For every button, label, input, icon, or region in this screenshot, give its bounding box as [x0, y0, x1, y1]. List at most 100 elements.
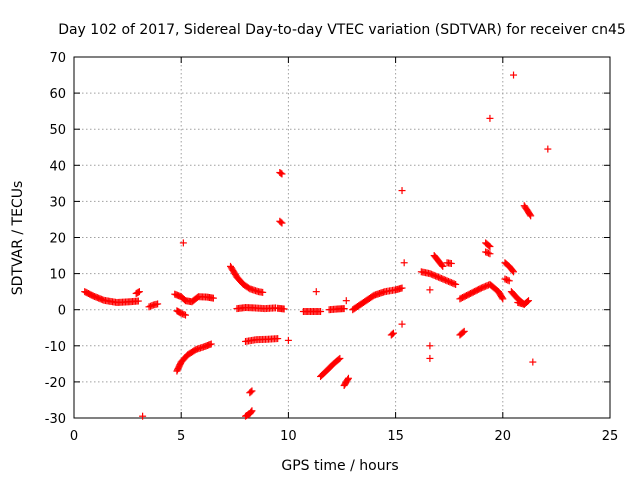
- data-point: [526, 211, 534, 219]
- data-point: [523, 298, 531, 306]
- data-segment: [482, 239, 494, 251]
- y-tick-label: 10: [49, 268, 66, 283]
- data-point: [179, 239, 187, 247]
- data-point: [398, 284, 406, 292]
- data-point: [486, 114, 494, 122]
- data-point: [209, 294, 217, 302]
- data-point: [344, 374, 352, 382]
- data-segment: [417, 268, 460, 288]
- data-point: [485, 242, 493, 250]
- data-point: [277, 169, 285, 177]
- data-point: [317, 308, 325, 316]
- data-point: [459, 328, 467, 336]
- data-point: [312, 288, 320, 296]
- data-segment: [233, 304, 280, 313]
- data-segment: [242, 335, 282, 345]
- data-point: [447, 259, 455, 267]
- data-segment: [443, 259, 455, 267]
- data-segment: [349, 284, 406, 314]
- data-point: [134, 297, 142, 305]
- data-segment: [246, 387, 256, 397]
- data-segment: [132, 288, 143, 297]
- data-point: [398, 187, 406, 195]
- data-point: [504, 276, 512, 284]
- data-point: [509, 267, 517, 275]
- data-segment: [387, 329, 397, 339]
- data-point: [527, 212, 535, 220]
- data-point: [388, 330, 396, 338]
- data-segment: [317, 354, 344, 380]
- data-points: [81, 71, 552, 420]
- data-point: [180, 311, 188, 319]
- data-segment: [514, 297, 533, 308]
- data-point: [154, 300, 162, 308]
- data-point: [335, 355, 343, 363]
- y-tick-label: 30: [49, 195, 66, 210]
- data-point: [544, 145, 552, 153]
- data-segment: [81, 288, 142, 306]
- data-segment: [325, 305, 348, 314]
- data-point: [400, 259, 408, 267]
- data-point: [450, 280, 458, 288]
- data-point: [426, 342, 434, 350]
- data-point: [525, 297, 533, 305]
- data-segment: [171, 290, 217, 306]
- data-segment: [501, 259, 518, 276]
- data-segment: [274, 304, 288, 313]
- data-point: [529, 358, 537, 366]
- data-point: [426, 354, 434, 362]
- data-point: [247, 408, 255, 416]
- data-segment: [242, 407, 256, 420]
- data-point: [439, 262, 447, 270]
- data-point: [135, 288, 143, 296]
- data-point: [426, 286, 434, 294]
- data-point: [344, 375, 352, 383]
- data-point: [485, 249, 493, 257]
- y-tick-label: 70: [49, 51, 66, 66]
- data-segment: [173, 307, 189, 319]
- data-point: [342, 297, 350, 305]
- data-segment: [482, 248, 494, 258]
- data-segment: [456, 280, 507, 303]
- data-point: [510, 71, 518, 79]
- data-segment: [227, 262, 267, 296]
- data-point: [207, 340, 215, 348]
- x-tick-label: 5: [177, 429, 185, 444]
- data-point: [389, 329, 397, 337]
- y-tick-label: -20: [45, 376, 66, 391]
- data-point: [284, 336, 292, 344]
- data-point: [498, 294, 506, 302]
- data-point: [505, 277, 513, 285]
- y-tick-label: 60: [49, 87, 66, 102]
- y-tick-label: -30: [45, 412, 66, 427]
- data-point: [499, 295, 507, 303]
- data-segment: [340, 374, 352, 390]
- grid-lines: [74, 57, 610, 418]
- y-tick-label: -10: [45, 340, 66, 355]
- x-axis-label: GPS time / hours: [281, 458, 398, 474]
- y-tick-label: 0: [58, 304, 66, 319]
- data-point: [259, 288, 267, 296]
- data-point: [247, 388, 255, 396]
- data-point: [486, 250, 494, 258]
- y-axis-label: SDTVAR / TECUs: [10, 181, 26, 296]
- data-segment: [276, 217, 286, 227]
- data-point: [248, 387, 256, 395]
- data-point: [139, 412, 147, 420]
- data-point: [274, 335, 282, 343]
- data-point: [134, 288, 142, 296]
- y-tick-label: 50: [49, 123, 66, 138]
- x-tick-label: 15: [387, 429, 404, 444]
- data-segment: [430, 252, 447, 270]
- data-point: [277, 218, 285, 226]
- data-point: [336, 354, 344, 362]
- data-point: [340, 305, 348, 313]
- data-segment: [299, 308, 325, 316]
- x-tick-label: 25: [602, 429, 619, 444]
- data-segment: [276, 169, 286, 178]
- data-point: [510, 268, 518, 276]
- data-segment: [145, 300, 162, 311]
- axis-ticks: 0 5 10 15 20 25 -30 -20 -10 0 10 20 30 40 50 60 70: [45, 51, 619, 444]
- data-point: [278, 170, 286, 178]
